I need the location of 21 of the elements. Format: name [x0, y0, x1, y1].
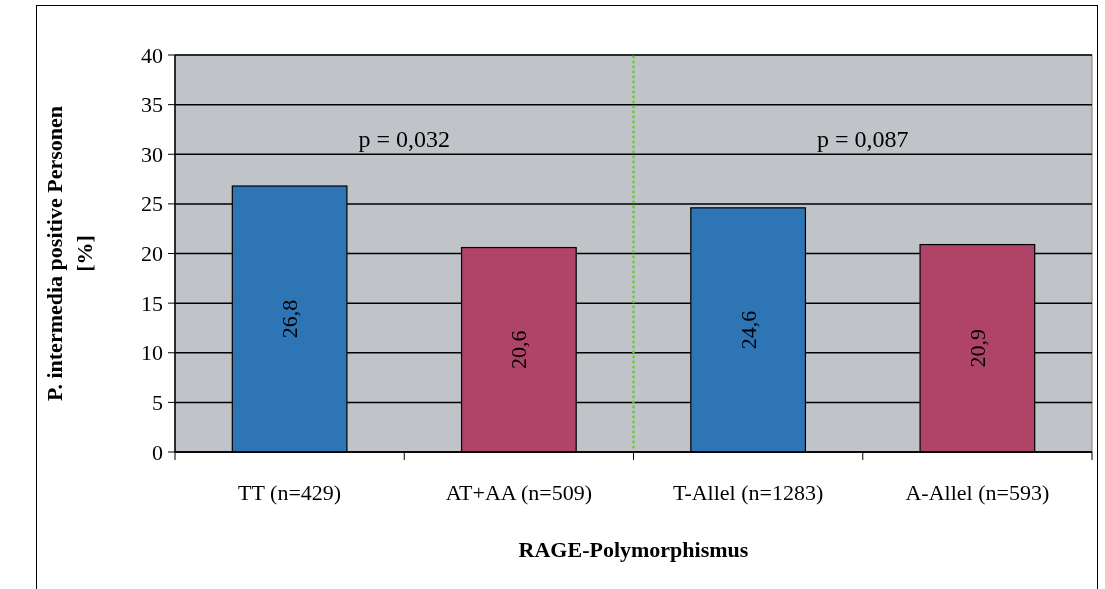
data-label: 20,6 [506, 330, 532, 370]
y-tick-label: 10 [141, 340, 163, 366]
y-tick-label: 40 [141, 42, 163, 68]
y-tick-label: 0 [152, 439, 163, 465]
y-axis-title: P. intermedia positive Personen [%] [42, 106, 97, 401]
x-axis-title: RAGE-Polymorphismus [518, 537, 749, 562]
data-label: 26,8 [277, 299, 303, 339]
y-tick-label: 30 [141, 141, 163, 167]
x-tick-label: A-Allel (n=593) [905, 480, 1050, 505]
annotation: p = 0,087 [816, 126, 909, 153]
x-tick-label: AT+AA (n=509) [445, 480, 593, 505]
y-tick-label: 5 [152, 389, 163, 415]
annotation: p = 0,032 [358, 126, 451, 153]
x-tick-label: T-Allel (n=1283) [672, 480, 824, 505]
data-label: 20,9 [964, 329, 990, 368]
x-tick-label: TT (n=429) [238, 480, 342, 505]
y-tick-label: 35 [141, 92, 163, 118]
data-label: 24,6 [735, 310, 761, 350]
y-tick-label: 25 [141, 191, 163, 217]
y-tick-label: 15 [141, 290, 163, 316]
y-tick-label: 20 [141, 241, 163, 266]
